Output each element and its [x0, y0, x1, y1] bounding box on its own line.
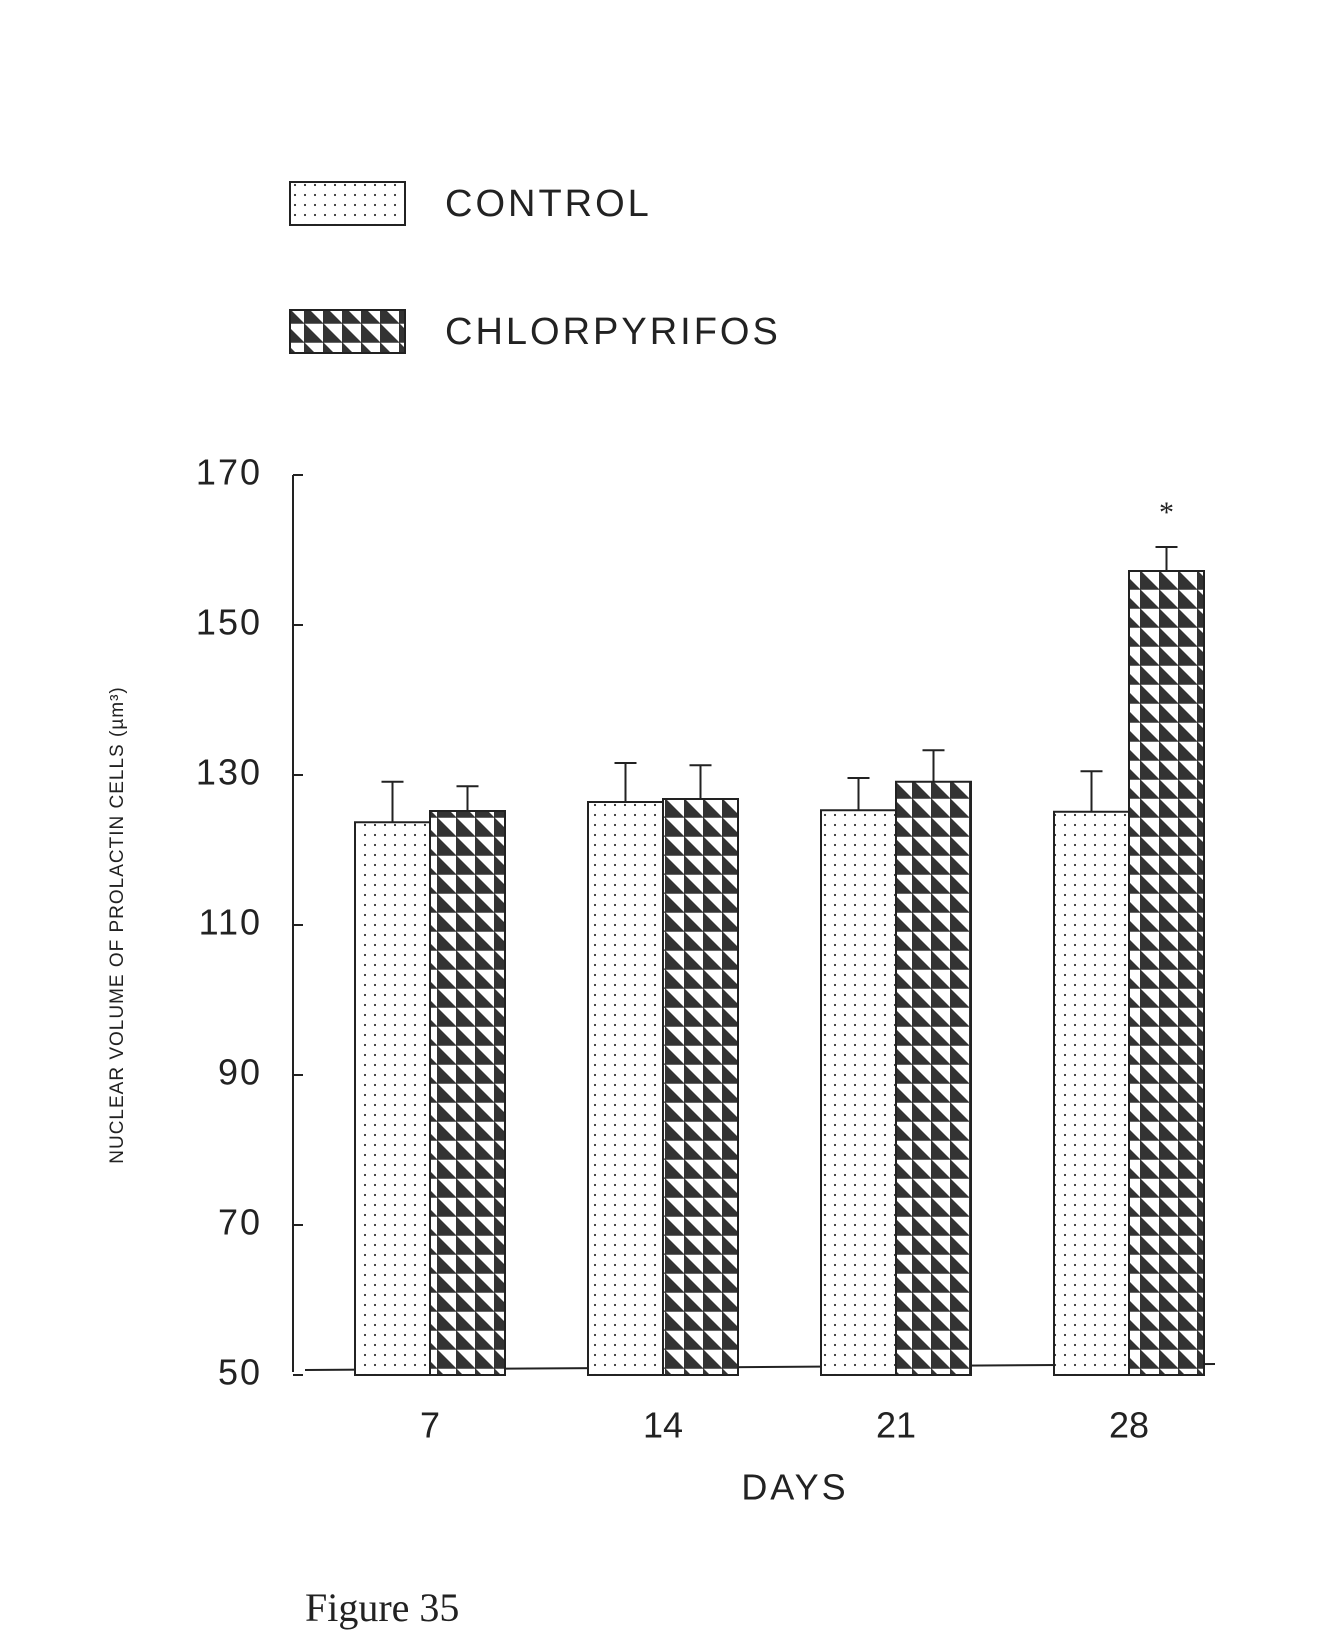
error-bar — [381, 780, 404, 823]
legend-swatch — [289, 309, 406, 354]
x-tick-label: 14 — [643, 1405, 683, 1446]
legend-swatch — [289, 181, 406, 226]
x-tick-label: 21 — [876, 1405, 916, 1446]
x-tick-label: 28 — [1109, 1405, 1149, 1446]
error-bar — [847, 777, 870, 811]
y-tick-label: 150 — [196, 602, 262, 643]
annotation: * — [1159, 496, 1174, 529]
y-tick-label: 90 — [218, 1052, 262, 1093]
error-bar — [1155, 546, 1178, 571]
y-tick-label: 170 — [196, 452, 262, 493]
x-axis-label: DAYS — [741, 1467, 848, 1508]
error-bar — [456, 785, 479, 811]
bar — [587, 801, 664, 1376]
bar — [1053, 810, 1130, 1376]
error-bar — [689, 764, 712, 799]
bar — [1128, 570, 1205, 1376]
bar — [354, 821, 431, 1376]
bar — [662, 798, 739, 1376]
legend-label: CHLORPYRIFOS — [445, 311, 781, 353]
y-axis-label: NUCLEAR VOLUME OF PROLACTIN CELLS (µm³) — [107, 686, 128, 1164]
y-tick-label: 50 — [218, 1352, 262, 1393]
error-bar — [922, 749, 945, 782]
y-tick-label: 70 — [218, 1202, 262, 1243]
bar — [429, 810, 506, 1376]
bar — [895, 780, 972, 1376]
x-tick-label: 7 — [420, 1405, 440, 1446]
error-bar — [1080, 770, 1103, 812]
y-tick-label: 130 — [196, 752, 262, 793]
error-bar — [614, 762, 637, 802]
legend-label: CONTROL — [445, 183, 652, 225]
y-tick-label: 110 — [199, 902, 262, 943]
bar — [820, 809, 897, 1376]
caption: Figure 35 — [305, 1585, 459, 1630]
